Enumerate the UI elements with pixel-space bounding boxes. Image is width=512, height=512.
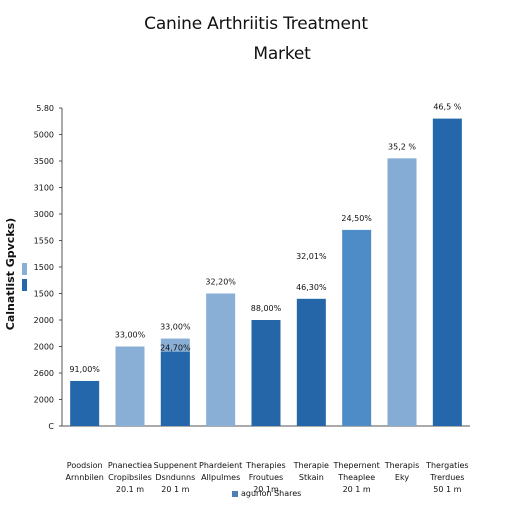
- y-tick-label: 5.80: [36, 104, 54, 113]
- x-tick-label: Trerdues: [429, 473, 464, 482]
- x-tick-label: Theaplee: [337, 473, 375, 482]
- y-tick-label: 3500: [34, 157, 54, 166]
- y-tick-label: 2000: [34, 316, 54, 325]
- x-tick-label: Poodsion: [67, 461, 103, 470]
- x-tick-label: Phardeient: [199, 461, 242, 470]
- chart-title-line-2: Market: [253, 44, 311, 64]
- x-tick-label: Pnanectiea: [108, 461, 152, 470]
- bar-value-label: 88,00%: [251, 304, 282, 313]
- x-tick-label: 20 1 m: [343, 485, 371, 494]
- bar-value-label: 35,2 %: [388, 142, 416, 151]
- x-tick-label: Therapie: [293, 461, 329, 470]
- x-tick-label: 50 1 m: [433, 485, 461, 494]
- x-tick-label: 20.1 m: [116, 485, 144, 494]
- y-tick-label: 2600: [34, 369, 54, 378]
- chart-title-line-1: Canine Arthriitis Treatment: [144, 14, 368, 34]
- x-tick-label: Thergaties: [425, 461, 468, 470]
- bar-value-label: 24,50%: [341, 214, 372, 223]
- y-tick-label: 3100: [34, 184, 54, 193]
- x-tick-label: Allpulmes: [201, 473, 240, 482]
- bar: [206, 293, 236, 426]
- y-tick-label: 1500: [34, 263, 54, 272]
- y-tick-label: 1550: [34, 237, 54, 246]
- bar-value-label: 46,30%: [296, 283, 327, 292]
- bar: [342, 229, 372, 426]
- x-tick-label: Thepernent: [333, 461, 380, 470]
- bar-value-label: 33,00%: [160, 323, 191, 332]
- bar-segment: [160, 351, 190, 426]
- bar-value-label: 46,5 %: [433, 103, 461, 112]
- x-tick-label: Froutues: [249, 473, 283, 482]
- bar-extra-label: 32,01%: [296, 252, 327, 261]
- x-tick-label: Dsndunns: [155, 473, 195, 482]
- legend: agurion Shares: [232, 489, 301, 498]
- bar: [432, 118, 462, 426]
- x-tick-label: 20 1 m: [161, 485, 189, 494]
- x-tick-label: Cropibsiles: [108, 473, 152, 482]
- y-tick-label: 2000: [34, 396, 54, 405]
- x-tick-label: Stkain: [299, 473, 324, 482]
- y-tick-label: C: [48, 422, 54, 431]
- y-tick-label: 2000: [34, 343, 54, 352]
- bar-value-label: 91,00%: [69, 365, 100, 374]
- x-tick-label: Therapies: [245, 461, 285, 470]
- bar: [296, 298, 326, 426]
- y-axis-marker-dark: [22, 279, 27, 291]
- bar: [70, 380, 100, 426]
- legend-label: agurion Shares: [241, 489, 302, 498]
- y-tick-label: 1500: [34, 290, 54, 299]
- bar: [387, 158, 417, 426]
- legend-swatch: [232, 490, 238, 497]
- x-tick-label: Suppenent: [154, 461, 197, 470]
- bar-value-label: 32,20%: [205, 278, 236, 287]
- bar: [115, 346, 145, 426]
- y-tick-label: 3000: [34, 210, 54, 219]
- x-tick-label: 20 1m: [253, 485, 279, 494]
- x-tick-label: Therapis: [384, 461, 420, 470]
- bar-extra-label: 24,70%: [160, 344, 191, 353]
- bar: [251, 320, 281, 426]
- y-tick-label: 5000: [34, 131, 54, 140]
- y-axis-marker-light: [22, 263, 27, 275]
- x-tick-label: Arnnbilen: [66, 473, 104, 482]
- x-tick-label: Eky: [395, 473, 409, 482]
- bar-value-label: 33,00%: [115, 331, 146, 340]
